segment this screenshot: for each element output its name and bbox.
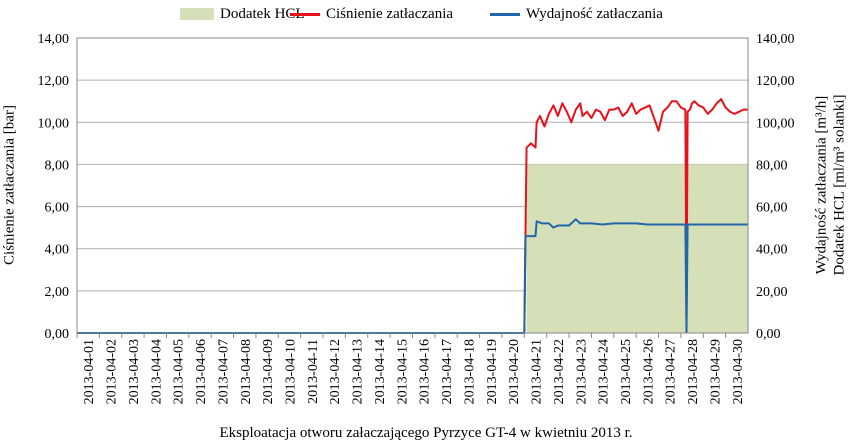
legend-swatch-pressure <box>290 12 320 16</box>
x-tick-label: 2013-04-10 <box>283 339 298 404</box>
y-left-tick-label: 0,00 <box>45 327 70 342</box>
x-tick-label: 2013-04-21 <box>530 339 545 404</box>
y-right-tick-label: 40,00 <box>756 243 788 258</box>
x-tick-label: 2013-04-08 <box>239 339 254 404</box>
x-tick-label: 2013-04-30 <box>731 339 746 404</box>
x-tick-label: 2013-04-27 <box>664 339 679 404</box>
x-tick-label: 2013-04-05 <box>172 339 187 404</box>
x-tick-label: 2013-04-25 <box>619 339 634 404</box>
x-tick-label: 2013-04-20 <box>507 339 522 404</box>
legend-label-hcl: Dodatek HCL <box>220 5 305 22</box>
y-left-tick-label: 6,00 <box>45 201 70 216</box>
legend-label-pressure: Ciśnienie zatłaczania <box>326 5 454 22</box>
y-axis-right-title-2: Dodatek HCL [ml/m³ solanki] <box>831 94 848 276</box>
legend-swatch-hcl <box>180 8 214 20</box>
legend-label-flow: Wydajność zatłaczania <box>526 5 663 22</box>
ticks-x: 2013-04-01 2013-04-02 2013-04-03 2013-04-04… <box>76 333 746 404</box>
x-tick-label: 2013-04-01 <box>82 339 97 404</box>
x-tick-label: 2013-04-18 <box>462 339 477 404</box>
y-right-tick-label: 80,00 <box>756 158 788 173</box>
x-tick-label: 2013-04-19 <box>485 339 500 404</box>
x-tick-label: 2013-04-03 <box>127 339 142 404</box>
y-right-tick-label: 120,00 <box>756 74 795 89</box>
series-pressure-line <box>77 98 748 334</box>
x-tick-label: 2013-04-09 <box>261 339 276 404</box>
x-tick-label: 2013-04-04 <box>149 339 164 404</box>
x-tick-label: 2013-04-24 <box>597 339 612 404</box>
series-flow-line <box>77 218 748 334</box>
x-tick-label: 2013-04-16 <box>418 339 433 404</box>
x-tick-label: 2013-04-15 <box>395 339 410 404</box>
y-right-tick-label: 60,00 <box>756 201 788 216</box>
y-left-tick-label: 12,00 <box>38 74 70 89</box>
x-tick-label: 2013-04-26 <box>641 339 656 404</box>
x-tick-label: 2013-04-07 <box>216 339 231 404</box>
y-axis-left-title: Ciśnienie zatłaczania [bar] <box>1 105 18 265</box>
x-tick-label: 2013-04-14 <box>373 339 388 404</box>
x-tick-label: 2013-04-28 <box>686 339 701 404</box>
x-tick-label: 2013-04-02 <box>105 339 120 404</box>
y-axis-right-title-1: Wydajność zatłaczania [m³/h] <box>813 95 830 275</box>
y-right-tick-label: 140,00 <box>756 32 795 47</box>
ticks-left: 0,00 2,00 4,00 6,00 8,00 10,00 12,00 14,00 <box>38 32 70 342</box>
x-axis-title: Eksploatacja otworu załaczającego Pyrzyc… <box>219 425 633 441</box>
x-tick-label: 2013-04-22 <box>552 339 567 404</box>
y-left-tick-label: 4,00 <box>45 243 70 258</box>
x-tick-label: 2013-04-13 <box>351 339 366 404</box>
x-tick-label: 2013-04-11 <box>306 339 321 404</box>
y-left-tick-label: 8,00 <box>45 158 70 173</box>
y-left-tick-label: 2,00 <box>45 285 70 300</box>
x-tick-label: 2013-04-12 <box>328 339 343 404</box>
area-layer <box>77 164 748 333</box>
y-right-tick-label: 100,00 <box>756 116 795 131</box>
ticks-right: 0,00 20,00 40,00 60,00 80,00 100,00 120,00 140,… <box>756 32 795 342</box>
series-hcl-area <box>77 164 748 333</box>
y-right-tick-label: 0,00 <box>756 327 781 342</box>
legend-swatch-flow <box>490 12 520 16</box>
x-tick-label: 2013-04-29 <box>708 339 723 404</box>
y-left-tick-label: 14,00 <box>38 32 70 47</box>
y-right-tick-label: 20,00 <box>756 285 788 300</box>
legend-item-hcl: Dodatek HCL <box>180 4 305 24</box>
legend-item-pressure: Ciśnienie zatłaczania <box>290 4 453 24</box>
line-layer <box>77 98 748 334</box>
y-left-tick-label: 10,00 <box>38 116 70 131</box>
x-tick-label: 2013-04-06 <box>194 339 209 404</box>
legend-item-flow: Wydajność zatłaczania <box>490 4 663 24</box>
x-tick-label: 2013-04-17 <box>440 339 455 404</box>
x-tick-label: 2013-04-23 <box>574 339 589 404</box>
